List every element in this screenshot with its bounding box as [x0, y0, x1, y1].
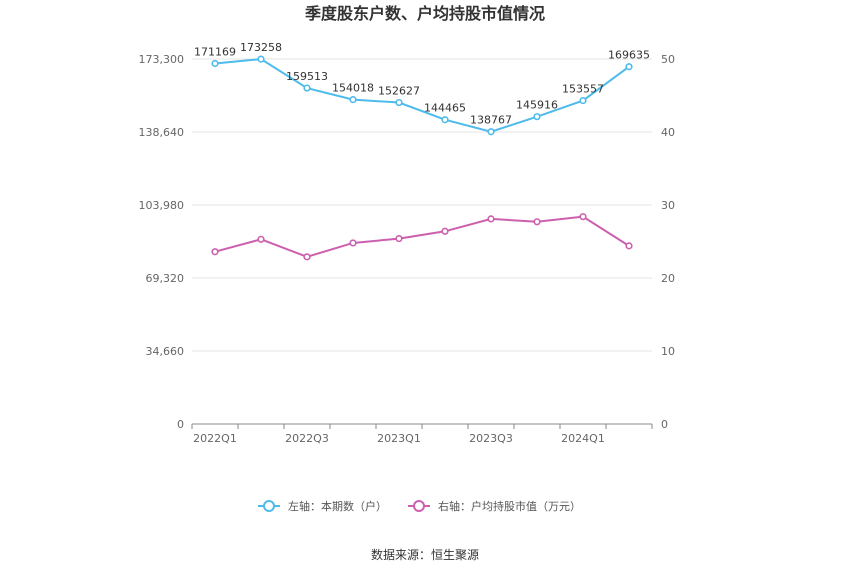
series-2-point	[303, 253, 311, 261]
data-label: 145916	[516, 99, 558, 112]
y-left-tick-label: 103,980	[139, 199, 185, 212]
series-2-point	[349, 239, 357, 247]
x-tick-label: 2024Q1	[561, 432, 605, 445]
series-1-point	[533, 113, 541, 121]
data-label: 154018	[332, 82, 374, 95]
legend: 左轴：本期数（户） 右轴：户均持股市值（万元）	[258, 499, 581, 513]
series-layer: 171169 173258 159513 154018 152627 144465 1387…	[194, 41, 650, 261]
x-tick-label: 2022Q1	[193, 432, 237, 445]
series-2-point	[487, 215, 495, 223]
legend-swatch-marker	[263, 500, 275, 512]
x-tick-label: 2023Q3	[469, 432, 513, 445]
series-1-point	[349, 96, 357, 104]
y-right-tick-label: 10	[661, 345, 675, 358]
source-note: 数据来源：恒生聚源	[371, 547, 479, 562]
series-2-point	[579, 213, 587, 221]
series-1-point	[303, 84, 311, 92]
series-1-point	[211, 59, 219, 68]
legend-swatch-marker	[413, 500, 425, 512]
series-2-point	[625, 242, 633, 250]
y-right-tick-label: 40	[661, 126, 675, 139]
data-label: 152627	[378, 85, 420, 98]
series-2-point	[257, 235, 265, 243]
series-line-2	[214, 215, 630, 258]
series-1-point	[395, 98, 403, 107]
data-label: 153557	[562, 83, 604, 96]
series-1-point	[625, 63, 633, 71]
y-left-tick-label: 69,320	[146, 272, 185, 285]
series-2-point	[211, 248, 219, 256]
series-1-point	[257, 55, 265, 63]
legend-label: 左轴：本期数（户）	[288, 499, 387, 513]
series-1-point	[579, 96, 587, 105]
series-2-point	[395, 234, 403, 243]
grid	[192, 58, 652, 352]
legend-label: 右轴：户均持股市值（万元）	[438, 499, 581, 513]
data-label: 144465	[424, 102, 466, 115]
data-label: 173258	[240, 41, 282, 54]
data-label: 159513	[286, 70, 328, 83]
data-label: 171169	[194, 45, 236, 58]
y-left-tick-label: 173,300	[139, 53, 185, 66]
axes: 0 0 34,660 10 69,320 20 103,980 30 138,640 40 173,…	[139, 53, 676, 445]
y-right-tick-label: 30	[661, 199, 675, 212]
data-label: 169635	[608, 49, 650, 62]
y-left-tick-label: 0	[177, 418, 184, 431]
series-2-point	[533, 218, 541, 226]
y-right-tick-label: 50	[661, 53, 675, 66]
data-label: 138767	[470, 114, 512, 127]
y-left-tick-label: 34,660	[146, 345, 185, 358]
series-1-point	[487, 128, 495, 136]
y-left-tick-label: 138,640	[139, 126, 185, 139]
series-1-point	[441, 116, 449, 124]
x-tick-label: 2023Q1	[377, 432, 421, 445]
chart-title: 季度股东户数、户均持股市值情况	[304, 4, 545, 23]
y-right-tick-label: 0	[661, 418, 668, 431]
series-line-1	[214, 58, 630, 133]
y-right-tick-label: 20	[661, 272, 675, 285]
x-tick-label: 2022Q3	[285, 432, 329, 445]
series-2-point	[441, 227, 449, 235]
